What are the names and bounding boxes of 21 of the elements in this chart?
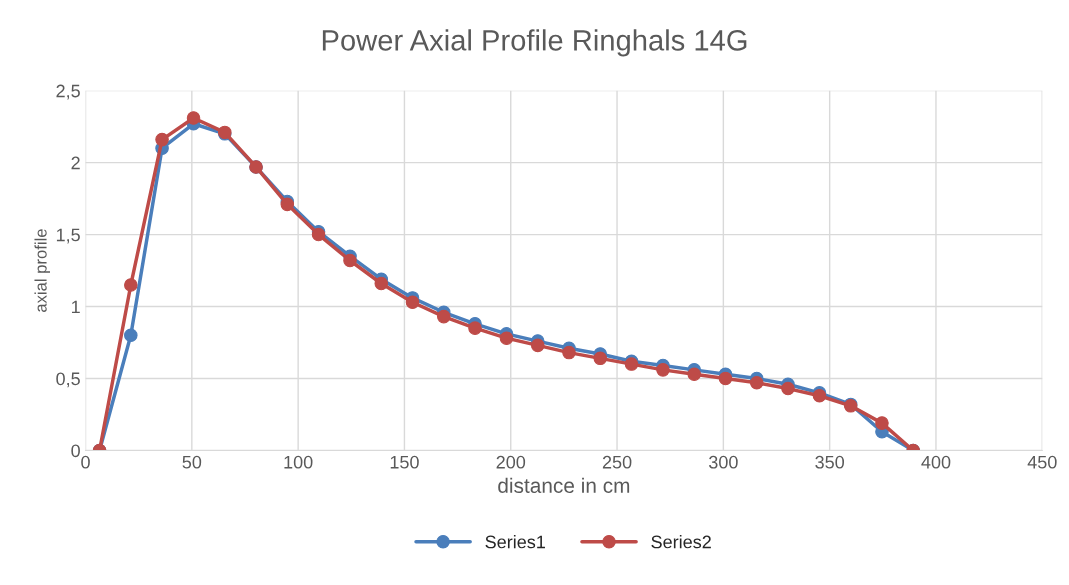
x-tick-label: 50 xyxy=(182,455,202,469)
x-tick-label: 100 xyxy=(284,455,313,469)
x-tick-label: 300 xyxy=(708,455,738,469)
x-tick-label: 200 xyxy=(496,455,526,469)
x-tick-label: 150 xyxy=(390,455,419,469)
x-tick-label: 0 xyxy=(81,455,90,469)
legend-label: Series1 xyxy=(485,535,545,549)
x-tick-label: 250 xyxy=(602,455,632,469)
y-tick-label: 0 xyxy=(71,444,80,458)
legend-label: Series2 xyxy=(651,535,711,549)
x-tick-label: 350 xyxy=(815,455,845,469)
y-tick-label: 2,5 xyxy=(56,84,80,100)
y-tick-label: 0,5 xyxy=(56,372,80,388)
y-tick-label: 2 xyxy=(71,156,80,170)
y-tick-label: 1 xyxy=(72,300,80,314)
x-axis-title: distance in cm xyxy=(498,477,630,493)
y-tick-label: 1,5 xyxy=(56,228,80,244)
x-tick-label: 450 xyxy=(1027,455,1057,469)
chart-title: Power Axial Profile Ringhals 14G xyxy=(322,29,747,57)
x-tick-label: 400 xyxy=(921,455,951,469)
y-axis-title: axial profile xyxy=(34,229,51,312)
